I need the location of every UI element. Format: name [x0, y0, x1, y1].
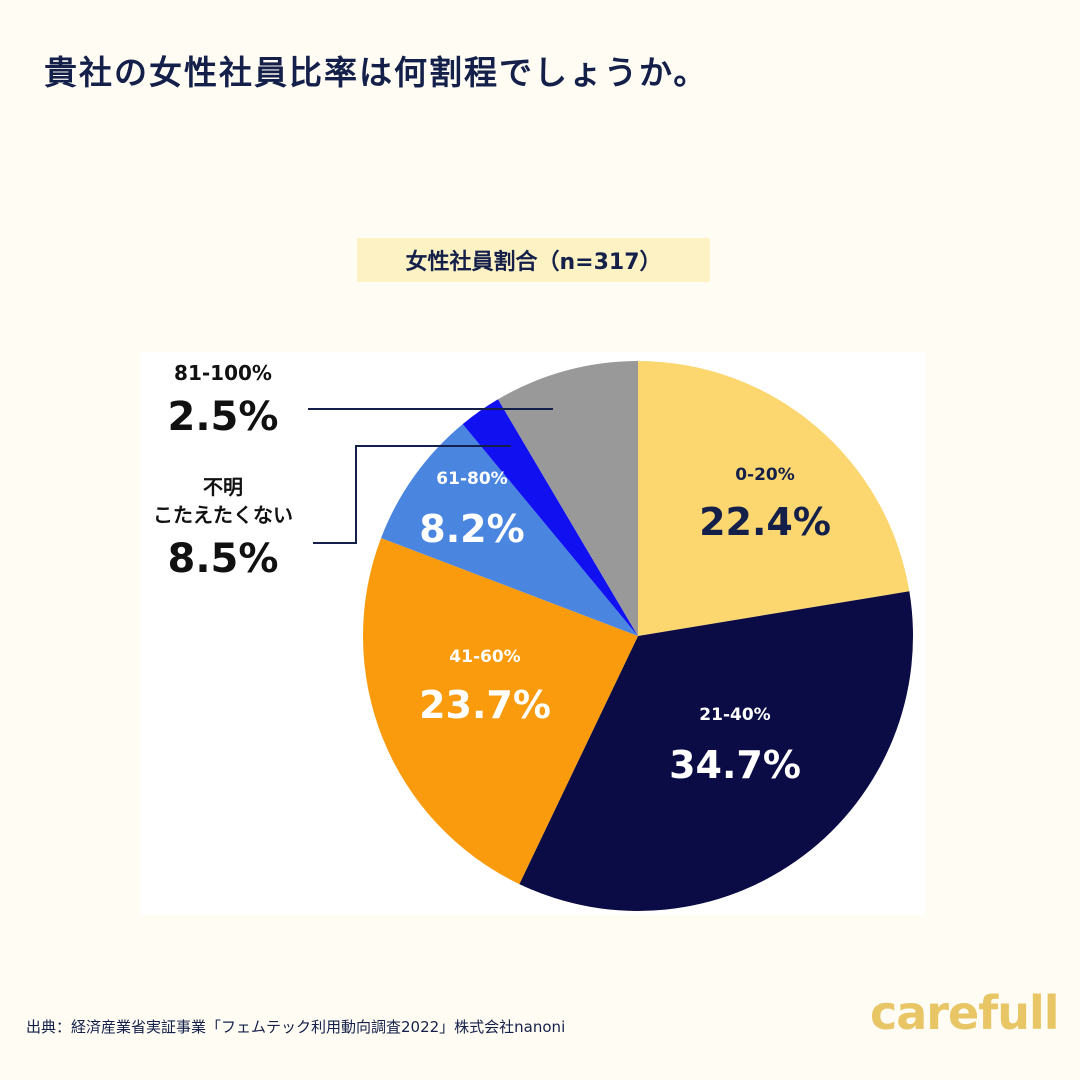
- chart-title: 女性社員割合（n=317）: [357, 238, 710, 282]
- pie-slice: [462, 399, 638, 636]
- slice-label: 61-80%: [436, 469, 507, 489]
- slice-label: 41-60%: [449, 647, 520, 667]
- brand-logo: carefull: [870, 986, 1059, 1040]
- slice-value: 22.4%: [699, 500, 831, 544]
- slice-value: 8.5%: [168, 536, 279, 582]
- leader-line: [313, 445, 511, 544]
- slice-value: 2.5%: [168, 394, 279, 440]
- slice-label: 0-20%: [735, 465, 795, 485]
- slice-label: 不明: [203, 475, 243, 499]
- pie-slice: [519, 591, 913, 912]
- pie-slice: [638, 361, 910, 636]
- slice-value: 34.7%: [669, 743, 801, 787]
- slice-value: 8.2%: [419, 507, 524, 551]
- pie-slice: [498, 361, 638, 636]
- source-note: 出典：経済産業省実証事業「フェムテック利用動向調査2022」株式会社nanoni: [26, 1018, 566, 1036]
- slice-label: 21-40%: [699, 705, 770, 725]
- slice-value: 23.7%: [419, 683, 551, 727]
- pie-slice: [363, 537, 638, 885]
- slice-label: こたえたくない: [153, 503, 293, 527]
- slice-label: 81-100%: [174, 361, 272, 385]
- pie-slice: [381, 424, 638, 636]
- page-title: 貴社の女性社員比率は何割程でしょうか。: [44, 53, 709, 92]
